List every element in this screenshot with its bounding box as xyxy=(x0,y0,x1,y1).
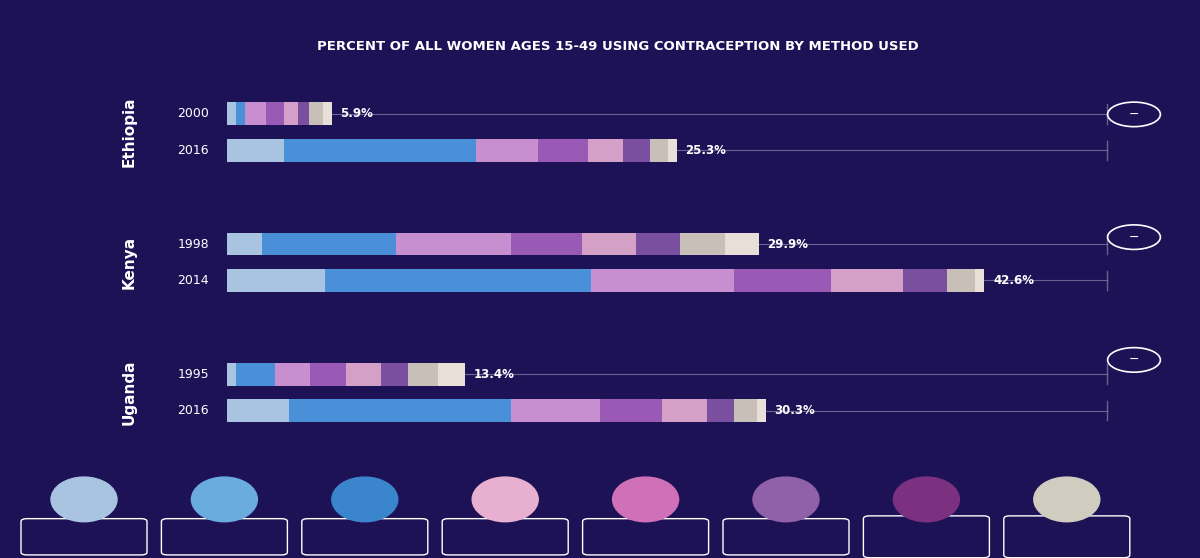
Bar xyxy=(438,363,466,386)
Bar xyxy=(235,103,245,125)
Bar xyxy=(902,269,947,292)
Bar xyxy=(275,363,311,386)
Text: 42.6%: 42.6% xyxy=(994,274,1034,287)
Bar xyxy=(600,400,662,422)
Text: 30.3%: 30.3% xyxy=(774,404,815,417)
Bar xyxy=(408,363,438,386)
Bar xyxy=(289,400,511,422)
Text: −: − xyxy=(1129,353,1139,367)
Bar xyxy=(832,269,902,292)
Bar xyxy=(582,233,636,256)
Text: 13.4%: 13.4% xyxy=(474,368,515,381)
Bar xyxy=(650,139,668,162)
Bar xyxy=(324,269,592,292)
Bar xyxy=(227,363,235,386)
Text: 1995: 1995 xyxy=(178,368,209,381)
Text: PILL: PILL xyxy=(496,532,515,541)
Title: PERCENT OF ALL WOMEN AGES 15-49 USING CONTRACEPTION BY METHOD USED: PERCENT OF ALL WOMEN AGES 15-49 USING CO… xyxy=(317,40,919,54)
Bar xyxy=(511,400,600,422)
Bar xyxy=(725,233,758,256)
Text: 2016: 2016 xyxy=(178,404,209,417)
Bar xyxy=(346,363,382,386)
Text: Kenya: Kenya xyxy=(121,235,137,289)
Bar xyxy=(283,103,298,125)
Text: Uganda: Uganda xyxy=(121,360,137,425)
Bar xyxy=(623,139,650,162)
Bar xyxy=(227,233,263,256)
Bar xyxy=(263,233,396,256)
Bar xyxy=(227,400,289,422)
Bar xyxy=(733,400,757,422)
Bar xyxy=(662,400,707,422)
Bar xyxy=(323,103,331,125)
Bar xyxy=(298,103,308,125)
Bar xyxy=(588,139,623,162)
Text: INJECTABLES: INJECTABLES xyxy=(337,532,392,541)
Text: 25.3%: 25.3% xyxy=(685,144,726,157)
Bar xyxy=(947,269,976,292)
Text: 5.9%: 5.9% xyxy=(341,107,373,121)
Bar xyxy=(680,233,725,256)
Bar xyxy=(757,400,766,422)
Text: 2000: 2000 xyxy=(178,107,209,121)
Bar xyxy=(227,139,283,162)
Bar xyxy=(667,139,677,162)
Text: −: − xyxy=(1129,108,1139,121)
Bar xyxy=(245,103,266,125)
Text: 2016: 2016 xyxy=(178,144,209,157)
Text: 1998: 1998 xyxy=(178,238,209,251)
Bar xyxy=(283,139,475,162)
Bar xyxy=(396,233,511,256)
Bar xyxy=(511,233,582,256)
Text: 29.9%: 29.9% xyxy=(768,238,809,251)
Text: 2014: 2014 xyxy=(178,274,209,287)
Text: OTHER MODERN
METHODS: OTHER MODERN METHODS xyxy=(892,527,961,547)
Text: Ethiopia: Ethiopia xyxy=(121,97,137,167)
Bar xyxy=(235,363,275,386)
Bar xyxy=(308,103,323,125)
Bar xyxy=(707,400,733,422)
Text: ANY TRADITIONAL
METHOD: ANY TRADITIONAL METHOD xyxy=(1027,527,1106,547)
Text: −: − xyxy=(1129,230,1139,244)
Text: IUD: IUD xyxy=(217,532,232,541)
Bar xyxy=(733,269,832,292)
Text: STERILIZATION: STERILIZATION xyxy=(754,532,818,541)
Bar xyxy=(311,363,346,386)
Bar xyxy=(976,269,984,292)
Bar xyxy=(475,139,538,162)
Bar xyxy=(266,103,283,125)
Text: IMPLANTS: IMPLANTS xyxy=(62,532,106,541)
Bar xyxy=(636,233,680,256)
Text: CONDOMS: CONDOMS xyxy=(623,532,668,541)
Bar xyxy=(592,269,733,292)
Bar xyxy=(538,139,588,162)
Bar xyxy=(227,269,324,292)
Bar xyxy=(382,363,408,386)
Bar xyxy=(227,103,235,125)
